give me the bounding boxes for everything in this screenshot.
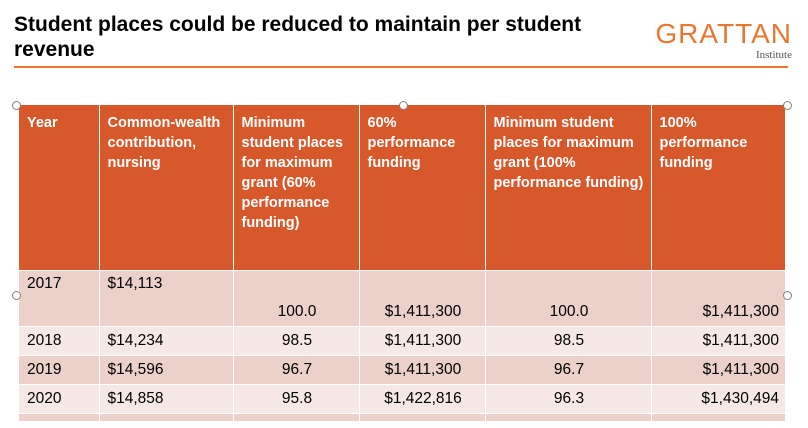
data-table[interactable]: Year Common-wealth contribution, nursing… — [19, 105, 785, 421]
cell-funding-60: $1,411,300 — [359, 325, 486, 355]
cell-min-places-100: 98.5 — [485, 325, 652, 355]
cell-funding-60: $1,422,816 — [359, 383, 486, 413]
cell-min-places-100: 100.0 — [485, 269, 652, 326]
table-row-cut-off — [19, 412, 785, 421]
resize-handle-top-left[interactable] — [12, 101, 21, 110]
cell-contribution: $14,234 — [99, 325, 234, 355]
cell-contribution: $14,858 — [99, 383, 234, 413]
header-commonwealth-contribution: Common-wealth contribution, nursing — [99, 105, 234, 270]
slide-title: Student places could be reduced to maint… — [14, 13, 582, 61]
title-underline — [14, 66, 788, 68]
header-funding-100: 100% performance funding — [651, 105, 785, 270]
cell-min-places-100: 96.3 — [485, 383, 652, 413]
logo-subtitle: Institute — [755, 49, 792, 61]
cell-contribution: $14,113 — [99, 269, 234, 326]
table-row: 2020 $14,858 95.8 $1,422,816 96.3 $1,430… — [19, 383, 785, 413]
cell-min-places-60: 100.0 — [233, 269, 360, 326]
cell-year: 2018 — [19, 325, 100, 355]
cell-funding-100: $1,411,300 — [651, 325, 785, 355]
header-min-places-60: Minimum student places for maximum grant… — [233, 105, 360, 270]
cell-min-places-100: 96.7 — [485, 354, 652, 384]
resize-handle-top-right[interactable] — [783, 101, 792, 110]
table-row: 2019 $14,596 96.7 $1,411,300 96.7 $1,411… — [19, 354, 785, 384]
header-funding-60: 60% performance funding — [359, 105, 486, 270]
table-row: 2018 $14,234 98.5 $1,411,300 98.5 $1,411… — [19, 325, 785, 355]
header-year: Year — [19, 105, 100, 270]
cell-min-places-60: 95.8 — [233, 383, 360, 413]
cell-min-places-60: 96.7 — [233, 354, 360, 384]
cell-year: 2020 — [19, 383, 100, 413]
cell-year: 2017 — [19, 269, 100, 326]
cell-funding-100: $1,430,494 — [651, 383, 785, 413]
resize-handle-middle-right[interactable] — [783, 291, 792, 300]
table-header-row: Year Common-wealth contribution, nursing… — [19, 105, 785, 270]
grattan-logo: GRATTAN Institute — [634, 18, 792, 62]
cell-funding-100: $1,411,300 — [651, 269, 785, 326]
resize-handle-top-center[interactable] — [399, 101, 408, 110]
cell-funding-100: $1,411,300 — [651, 354, 785, 384]
resize-handle-middle-left[interactable] — [12, 291, 21, 300]
cell-contribution: $14,596 — [99, 354, 234, 384]
table-row: 2017 $14,113 100.0 $1,411,300 100.0 $1,4… — [19, 269, 785, 326]
cell-funding-60: $1,411,300 — [359, 354, 486, 384]
cell-min-places-60: 98.5 — [233, 325, 360, 355]
header-min-places-100: Minimum student places for maximum grant… — [485, 105, 652, 270]
cell-funding-60: $1,411,300 — [359, 269, 486, 326]
logo-wordmark: GRATTAN — [655, 18, 792, 49]
cell-year: 2019 — [19, 354, 100, 384]
